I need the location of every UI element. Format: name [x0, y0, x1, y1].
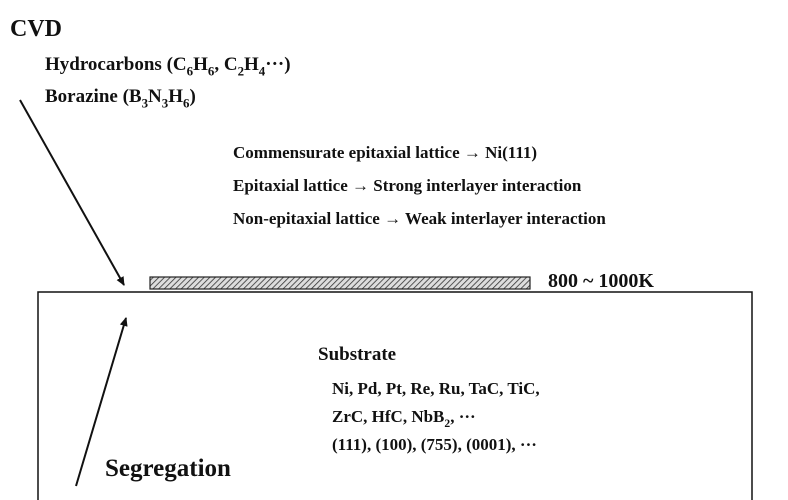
text-run: ) — [189, 86, 195, 107]
lattice-note: Epitaxial lattice → Strong interlayer in… — [233, 176, 582, 195]
source-line: Borazine (B3N3H6) — [45, 86, 196, 111]
text-run: H — [168, 86, 183, 107]
subscript: 2 — [238, 64, 244, 79]
text-run: Ni, Pd, Pt, Re, Ru, TaC, TiC, — [332, 379, 540, 398]
material-line: Ni, Pd, Pt, Re, Ru, TaC, TiC, — [332, 379, 540, 398]
source-line: Hydrocarbons (C6H6, C2H4···) — [45, 54, 291, 79]
subscript: 6 — [208, 64, 215, 79]
substrate-label: Substrate — [318, 344, 396, 365]
facets: (111), (100), (755), (0001), ··· — [332, 435, 537, 454]
subscript: 3 — [142, 96, 149, 111]
subscript: 6 — [187, 64, 194, 79]
subscript: 3 — [162, 96, 169, 111]
segregation-arrow — [75, 317, 128, 487]
subscript: 2 — [444, 417, 450, 430]
lattice-note: Commensurate epitaxial lattice → Ni(111) — [233, 143, 537, 162]
text-run: ···) — [265, 54, 290, 75]
substrate-box — [37, 291, 753, 500]
text-run: , ··· — [450, 407, 476, 426]
text-run: , C — [214, 54, 237, 75]
process-label: Segregation — [105, 455, 231, 482]
subscript: 6 — [183, 96, 190, 111]
film-layer — [149, 276, 531, 290]
text-run: Borazine (B — [45, 86, 142, 107]
material-line: ZrC, HfC, NbB2, ··· — [332, 407, 476, 430]
text-run: Hydrocarbons (C — [45, 54, 187, 75]
subscript: 4 — [259, 64, 266, 79]
cvd-title: CVD — [10, 16, 62, 42]
text-run: N — [148, 86, 162, 107]
cvd-arrow — [19, 99, 125, 286]
temperature: 800 ~ 1000K — [548, 270, 654, 292]
text-run: H — [244, 54, 259, 75]
text-run: H — [193, 54, 208, 75]
text-run: ZrC, HfC, NbB — [332, 407, 444, 426]
lattice-note: Non-epitaxial lattice → Weak interlayer … — [233, 209, 606, 228]
